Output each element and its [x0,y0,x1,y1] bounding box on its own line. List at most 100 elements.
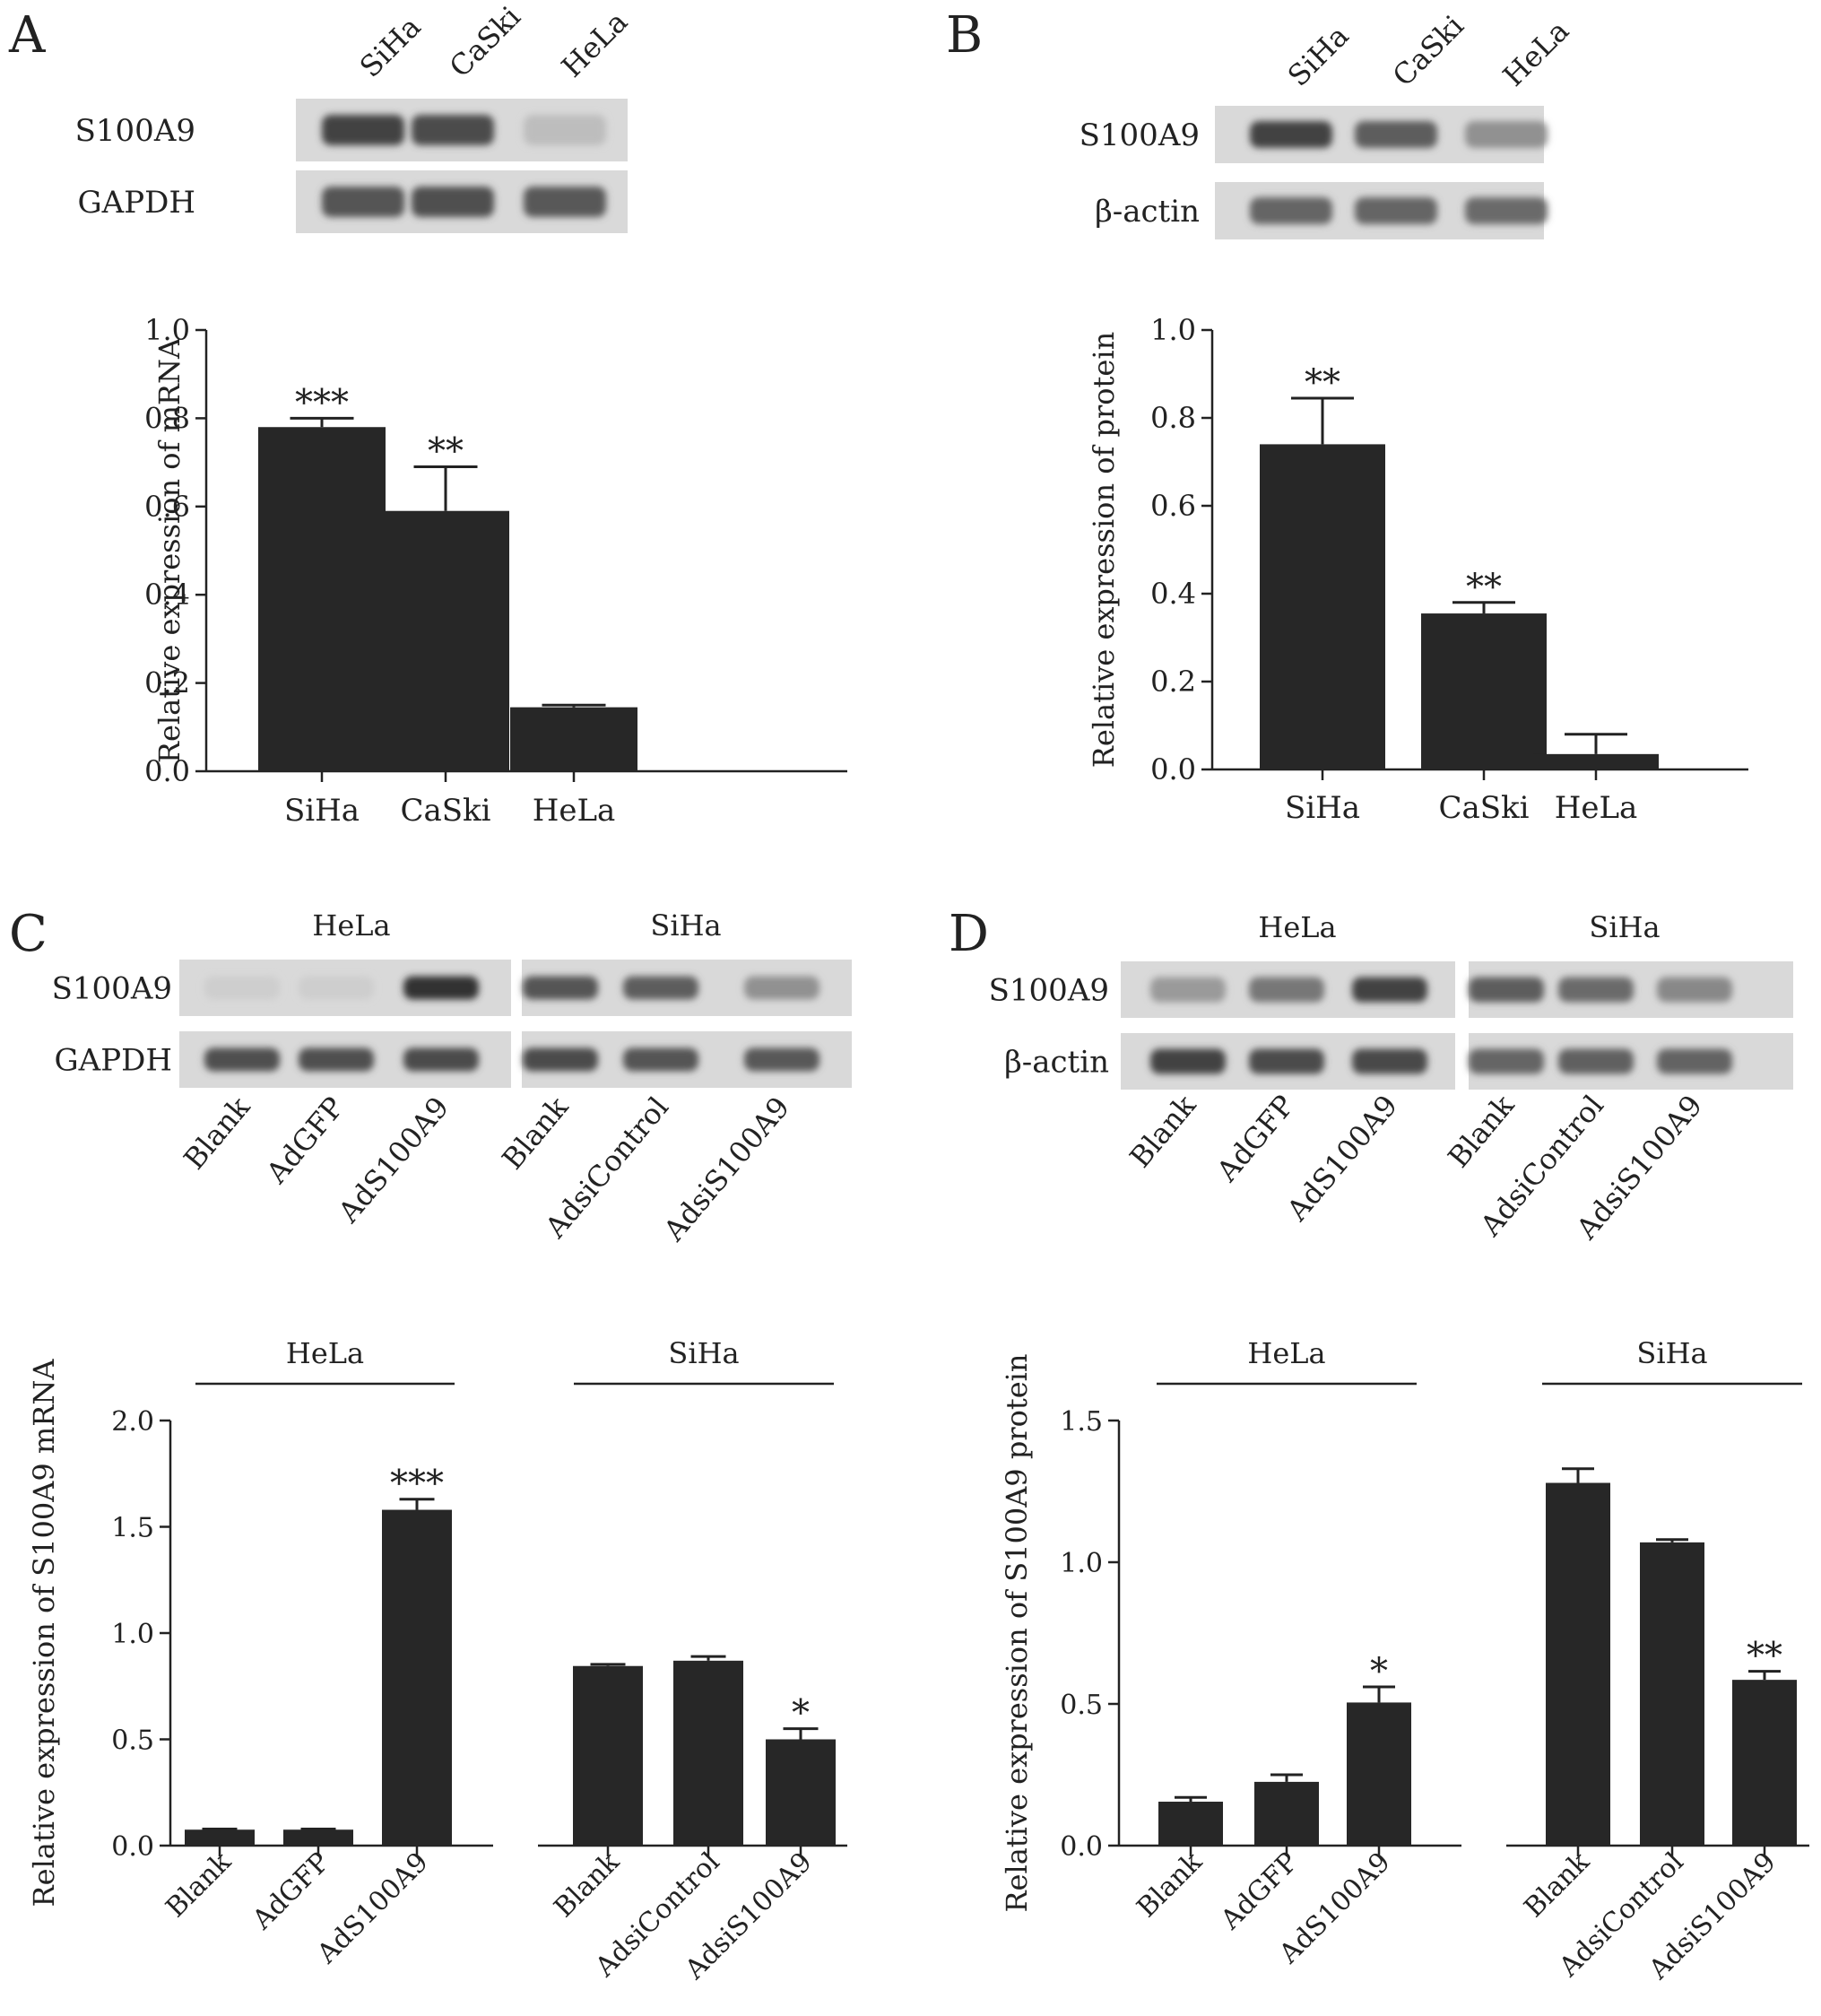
bar [673,1660,743,1846]
blot-lane-label: CaSki [1386,9,1470,93]
panel-letter: A [8,6,46,65]
blot-lane-label: SiHa [1281,19,1356,93]
y-tick-label: 0.0 [1060,1831,1103,1863]
bar [1640,1542,1704,1846]
bar [1260,444,1385,769]
blot-band [1469,977,1544,1003]
blot-band [1249,977,1324,1003]
blot-band [204,976,280,1000]
blot-band [1558,977,1634,1003]
significance-label: ** [428,431,464,473]
blot-row-label: GAPDH [77,185,195,221]
bar [1254,1781,1319,1846]
bar [1347,1702,1411,1846]
blot-band [412,187,494,217]
x-tick-label: AdGFP [246,1847,335,1936]
y-tick-label: 2.0 [111,1406,154,1438]
blot-band [523,976,598,1000]
blot-lane-label: AdGFP [259,1091,351,1191]
blot-band [523,1047,598,1072]
y-tick-label: 0.6 [1150,489,1196,523]
y-tick-label: 0.4 [144,578,190,612]
blot-band [1250,121,1332,148]
blot-band [403,1047,479,1072]
blot-band [1150,1048,1226,1074]
significance-label: *** [295,382,349,423]
blot-band [1249,1048,1324,1074]
blot-band [403,976,479,1000]
y-tick-label: 0.5 [1060,1690,1103,1721]
blot-band [204,1047,280,1072]
blot-row-label: S100A9 [75,113,195,149]
x-tick-label: CaSki [400,793,490,829]
x-tick-label: SiHa [284,793,360,829]
bar [283,1829,353,1846]
blot-band [744,976,819,1000]
blot-band [744,1047,819,1072]
panel-letter: D [949,905,989,963]
blot-band [623,976,698,1000]
y-tick-label: 1.5 [111,1513,154,1544]
bar [510,707,637,771]
blot-band [412,115,494,145]
blot-row-label: S100A9 [52,971,172,1007]
blot-row-label: S100A9 [989,973,1109,1009]
significance-label: *** [390,1464,444,1505]
panel-letter: B [946,6,983,65]
blot-lane-label: SiHa [353,10,428,84]
bar [258,427,386,771]
x-tick-label: Blank [1131,1846,1209,1924]
blot-image: S100A9 β-actin SiHa CaSki HeLa [1080,9,1576,239]
y-tick-label: 1.0 [1060,1548,1103,1579]
bar [1732,1680,1797,1846]
y-tick-label: 0.0 [1150,752,1196,786]
bar-chart: 0.0 0.5 1.0 1.5 2.0 Relative expression of S1… [27,1336,847,1986]
blot-row-label: β-actin [1095,194,1200,230]
blot-band [1352,977,1427,1003]
y-axis-label: Relative expression of protein [1087,332,1121,768]
y-tick-label: 0.4 [1150,577,1196,611]
y-tick-label: 1.0 [111,1619,154,1650]
bar [1546,1482,1610,1846]
x-tick-label: Blank [1518,1846,1596,1924]
blot-band [1150,977,1226,1003]
x-tick-label: HeLa [533,793,616,829]
blot-band [1465,121,1548,148]
bar [185,1829,255,1846]
blot-group-label: SiHa [1589,910,1660,944]
blot-group-label: HeLa [1258,910,1336,944]
blot-lane-label: HeLa [555,4,635,84]
blot-band [322,187,404,217]
y-axis-label: Relative expression of S100A9 mRNA [27,1359,61,1907]
y-axis-label: Relative expression of mRNA [152,337,186,763]
blot-row-label: β-actin [1004,1045,1109,1081]
x-tick-label: CaSki [1438,790,1529,826]
bar-chart: 0.0 0.5 1.0 1.5 Relative expression of S100A… [1000,1336,1809,1986]
significance-label: * [792,1693,810,1734]
x-tick-label: HeLa [1555,790,1638,826]
blot-band [1469,1048,1544,1074]
blot-group-label: HeLa [312,908,390,943]
blot-band [1465,197,1548,224]
y-tick-label: 0.2 [144,666,190,700]
significance-label: ** [1466,567,1502,608]
blot-lane-label: Blank [177,1090,256,1176]
blot-lane-label: AdGFP [1210,1089,1301,1189]
blot-band [623,1047,698,1072]
y-tick-label: 0.0 [111,1831,154,1863]
bar [382,510,509,771]
x-tick-label: AdGFP [1214,1847,1304,1936]
y-tick-label: 0.6 [144,490,190,524]
blot-lane-label: AdsiS100A9 [656,1091,796,1248]
blot-row-label: GAPDH [54,1043,172,1079]
blot-image: S100A9 GAPDH SiHa CaSki HeLa [75,0,635,233]
bar [766,1739,836,1846]
blot-lane-label: HeLa [1496,13,1576,93]
y-tick-label: 1.5 [1060,1406,1103,1438]
